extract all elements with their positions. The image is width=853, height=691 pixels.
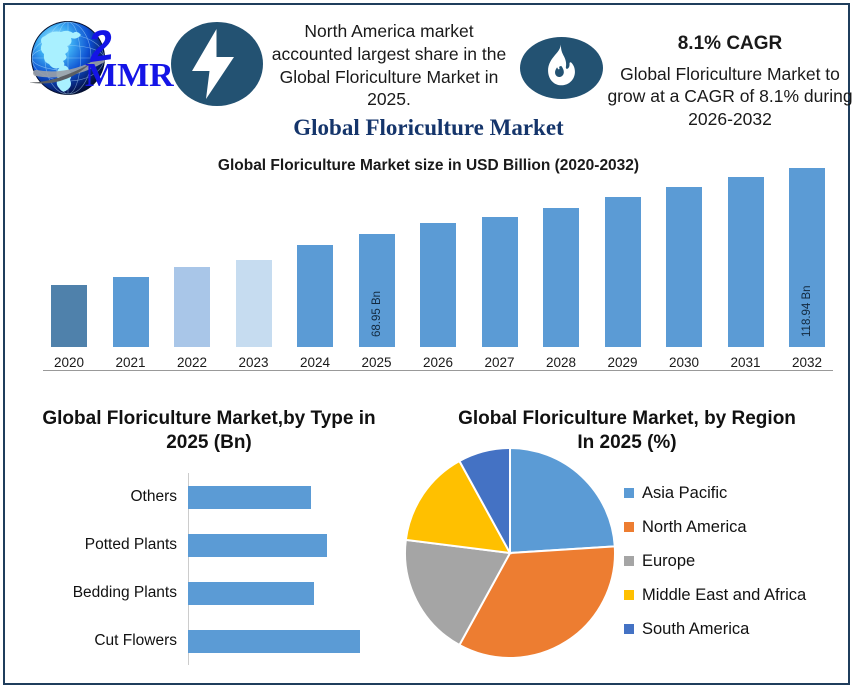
- svg-text:MMR: MMR: [85, 57, 174, 94]
